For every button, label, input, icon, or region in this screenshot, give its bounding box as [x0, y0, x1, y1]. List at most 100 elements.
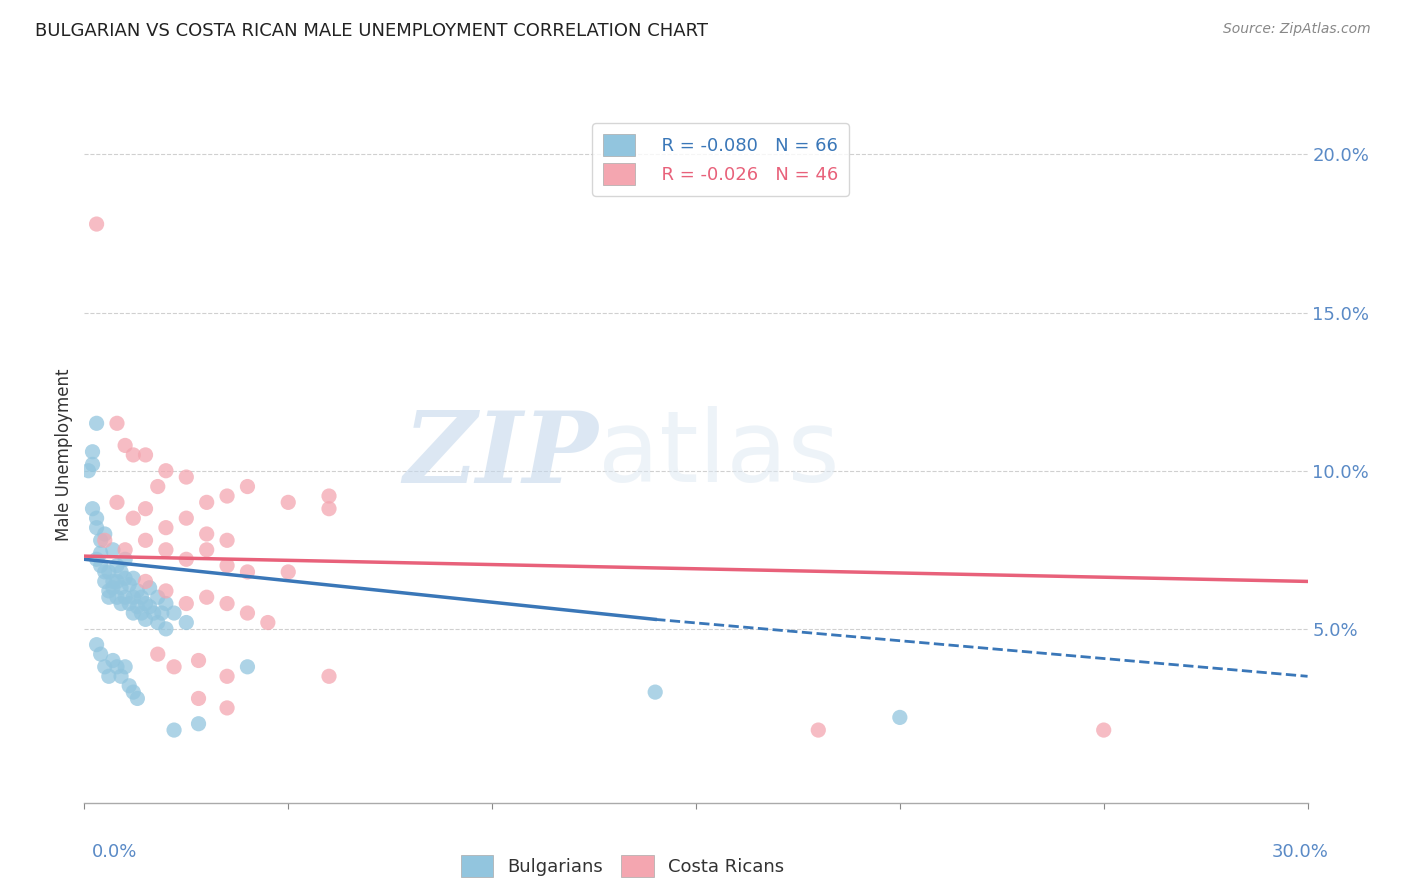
- Point: [138, 581, 160, 595]
- Point: [122, 606, 145, 620]
- Point: [174, 597, 197, 611]
- Point: [105, 591, 128, 605]
- Text: atlas: atlas: [598, 407, 839, 503]
- Point: [114, 542, 136, 557]
- Point: [146, 615, 169, 630]
- Point: [318, 669, 340, 683]
- Point: [114, 571, 136, 585]
- Point: [135, 533, 157, 548]
- Point: [105, 417, 128, 431]
- Point: [122, 448, 145, 462]
- Point: [174, 511, 197, 525]
- Point: [195, 495, 218, 509]
- Point: [155, 521, 177, 535]
- Point: [90, 647, 112, 661]
- Point: [86, 511, 108, 525]
- Point: [110, 597, 132, 611]
- Point: [82, 458, 104, 472]
- Point: [163, 660, 186, 674]
- Point: [195, 527, 218, 541]
- Point: [101, 581, 124, 595]
- Point: [97, 583, 120, 598]
- Point: [86, 638, 108, 652]
- Point: [155, 583, 177, 598]
- Point: [118, 577, 141, 591]
- Point: [114, 438, 136, 452]
- Point: [86, 521, 108, 535]
- Point: [127, 583, 149, 598]
- Text: 0.0%: 0.0%: [91, 843, 136, 861]
- Point: [150, 606, 173, 620]
- Point: [155, 597, 177, 611]
- Point: [105, 558, 128, 573]
- Point: [195, 542, 218, 557]
- Point: [82, 444, 104, 458]
- Point: [97, 591, 120, 605]
- Point: [644, 685, 666, 699]
- Point: [122, 591, 145, 605]
- Point: [163, 723, 186, 737]
- Point: [195, 591, 218, 605]
- Text: Source: ZipAtlas.com: Source: ZipAtlas.com: [1223, 22, 1371, 37]
- Point: [277, 565, 299, 579]
- Point: [90, 558, 112, 573]
- Point: [131, 591, 153, 605]
- Point: [163, 606, 186, 620]
- Point: [135, 574, 157, 589]
- Point: [135, 597, 157, 611]
- Point: [93, 660, 115, 674]
- Point: [174, 470, 197, 484]
- Point: [122, 685, 145, 699]
- Point: [318, 489, 340, 503]
- Legend: Bulgarians, Costa Ricans: Bulgarians, Costa Ricans: [454, 847, 792, 884]
- Point: [277, 495, 299, 509]
- Point: [114, 660, 136, 674]
- Point: [236, 660, 259, 674]
- Text: BULGARIAN VS COSTA RICAN MALE UNEMPLOYMENT CORRELATION CHART: BULGARIAN VS COSTA RICAN MALE UNEMPLOYME…: [35, 22, 709, 40]
- Point: [155, 464, 177, 478]
- Point: [146, 591, 169, 605]
- Text: 30.0%: 30.0%: [1272, 843, 1329, 861]
- Point: [217, 533, 239, 548]
- Point: [135, 612, 157, 626]
- Point: [217, 597, 239, 611]
- Point: [97, 565, 120, 579]
- Point: [93, 533, 115, 548]
- Point: [135, 501, 157, 516]
- Point: [217, 701, 239, 715]
- Point: [86, 552, 108, 566]
- Point: [155, 542, 177, 557]
- Point: [236, 479, 259, 493]
- Point: [889, 710, 911, 724]
- Point: [236, 565, 259, 579]
- Point: [236, 606, 259, 620]
- Point: [217, 558, 239, 573]
- Point: [138, 599, 160, 614]
- Y-axis label: Male Unemployment: Male Unemployment: [55, 368, 73, 541]
- Point: [105, 660, 128, 674]
- Point: [93, 527, 115, 541]
- Point: [187, 653, 209, 667]
- Point: [122, 511, 145, 525]
- Point: [86, 417, 108, 431]
- Point: [118, 597, 141, 611]
- Point: [105, 495, 128, 509]
- Point: [1092, 723, 1115, 737]
- Point: [110, 669, 132, 683]
- Point: [82, 501, 104, 516]
- Point: [131, 606, 153, 620]
- Point: [807, 723, 830, 737]
- Point: [174, 615, 197, 630]
- Point: [187, 691, 209, 706]
- Point: [114, 552, 136, 566]
- Point: [110, 565, 132, 579]
- Point: [114, 591, 136, 605]
- Point: [101, 653, 124, 667]
- Point: [127, 599, 149, 614]
- Point: [217, 489, 239, 503]
- Point: [187, 716, 209, 731]
- Point: [146, 479, 169, 493]
- Point: [90, 533, 112, 548]
- Text: ZIP: ZIP: [404, 407, 598, 503]
- Point: [127, 691, 149, 706]
